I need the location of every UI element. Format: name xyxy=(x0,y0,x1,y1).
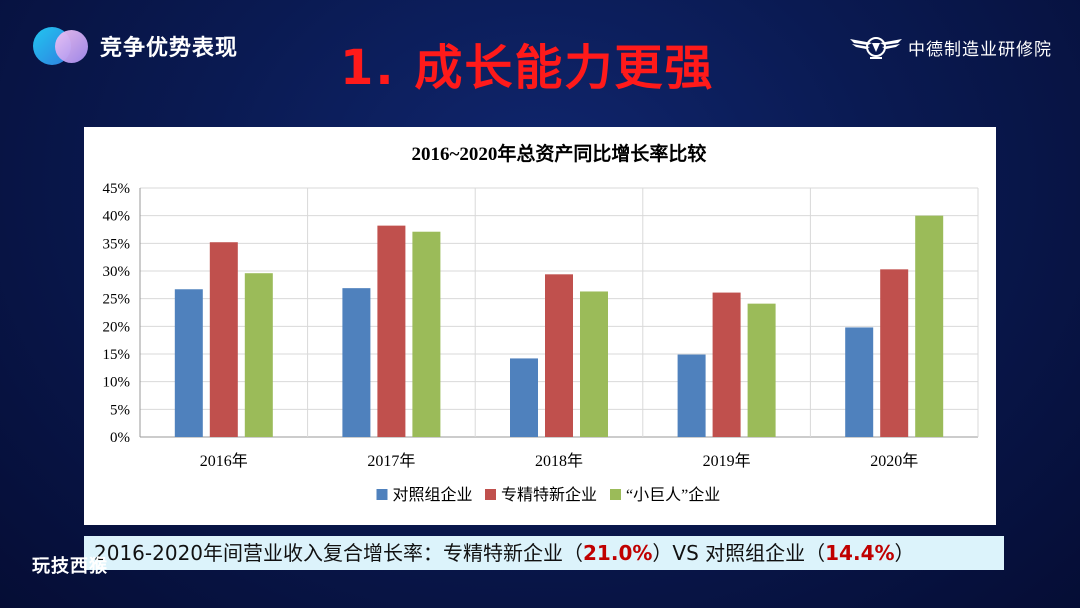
x-tick-label: 2019年 xyxy=(703,452,751,470)
legend-label: “小巨人”企业 xyxy=(626,486,720,504)
x-tick-label: 2016年 xyxy=(200,452,248,470)
legend-label: 对照组企业 xyxy=(393,486,473,504)
bar xyxy=(580,291,608,437)
y-tick-label: 0% xyxy=(110,430,130,446)
summary-prefix: 2016-2020年间营业收入复合增长率：专精特新企业（ xyxy=(94,541,584,565)
y-tick-label: 10% xyxy=(103,375,131,391)
x-tick-label: 2018年 xyxy=(535,452,583,470)
bar xyxy=(712,292,741,437)
summary-bar: 2016-2020年间营业收入复合增长率：专精特新企业（21.0%）VS 对照组… xyxy=(84,536,1004,570)
bar xyxy=(412,231,441,437)
bar xyxy=(510,358,538,437)
bar xyxy=(880,269,909,437)
summary-value-specialized: 21.0% xyxy=(583,541,653,565)
page-title: 1. 成长能力更强 xyxy=(340,40,715,96)
y-tick-label: 35% xyxy=(103,236,131,252)
y-tick-label: 15% xyxy=(103,347,131,363)
legend-swatch xyxy=(376,489,388,500)
legend-swatch xyxy=(610,489,621,500)
section-title: 竞争优势表现 xyxy=(100,36,239,61)
y-tick-label: 45% xyxy=(103,181,131,197)
summary-middle: ）VS 对照组企业（ xyxy=(652,541,826,565)
x-tick-label: 2017年 xyxy=(367,452,415,470)
y-tick-label: 40% xyxy=(103,209,131,225)
y-tick-label: 20% xyxy=(103,319,131,335)
y-tick-label: 5% xyxy=(110,402,130,418)
legend-swatch xyxy=(485,489,496,500)
brand-name: 中德制造业研修院 xyxy=(908,39,1052,60)
bar xyxy=(244,273,273,437)
x-tick-label: 2020年 xyxy=(870,452,918,470)
bar xyxy=(377,225,406,437)
legend-label: 专精特新企业 xyxy=(501,486,597,504)
eagle-logo-icon xyxy=(850,37,902,59)
growth-rate-bar-chart: 2016~2020年总资产同比增长率比较 0% 5% 10% 15% 20% 25% 30% 3… xyxy=(103,142,979,504)
bar xyxy=(845,327,874,437)
bar xyxy=(545,274,573,437)
logo-circle-pink-icon xyxy=(55,30,88,63)
chart-panel: 2016~2020年总资产同比增长率比较 0% 5% 10% 15% 20% 25% 30% 3… xyxy=(84,127,996,525)
summary-value-control: 14.4% xyxy=(825,541,895,565)
bar xyxy=(915,215,944,437)
y-tick-label: 25% xyxy=(103,292,131,308)
bar xyxy=(747,303,776,437)
bar xyxy=(342,288,371,437)
bar xyxy=(209,242,238,437)
y-tick-label: 30% xyxy=(103,264,131,280)
bar xyxy=(677,354,706,437)
bar xyxy=(174,289,203,437)
footer-watermark: 玩技西猴 xyxy=(32,556,108,577)
brand-logo: 中德制造业研修院 xyxy=(848,30,1052,64)
chart-title: 2016~2020年总资产同比增长率比较 xyxy=(412,142,707,165)
summary-suffix: ） xyxy=(894,541,915,565)
